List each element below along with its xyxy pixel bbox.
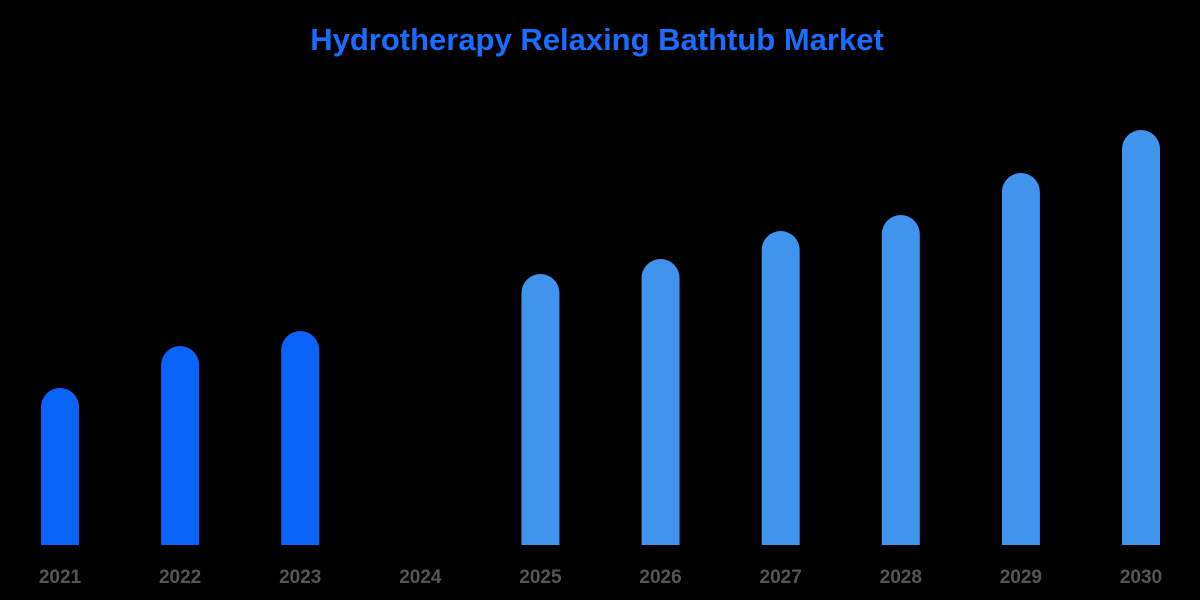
x-tick-label: 2030 [1120, 567, 1162, 588]
bar [1122, 130, 1160, 545]
x-tick-label: 2027 [760, 567, 802, 588]
x-tick-label: 2021 [39, 567, 82, 588]
bar [881, 215, 920, 545]
bar [1001, 173, 1040, 545]
bar [41, 388, 79, 545]
x-tick-label: 2028 [880, 567, 922, 588]
x-tick-label: 2025 [519, 567, 562, 588]
x-tick-label: 2023 [279, 567, 321, 588]
bar [161, 346, 200, 545]
x-tick-label: 2026 [639, 567, 681, 588]
bar [281, 331, 320, 545]
x-tick-label: 2024 [399, 567, 442, 588]
chart-title: Hydrotherapy Relaxing Bathtub Market [310, 22, 884, 57]
x-tick-label: 2022 [159, 567, 201, 588]
bar [521, 274, 560, 545]
x-tick-label: 2029 [1000, 567, 1042, 588]
bar [761, 231, 800, 545]
bar [641, 259, 680, 545]
